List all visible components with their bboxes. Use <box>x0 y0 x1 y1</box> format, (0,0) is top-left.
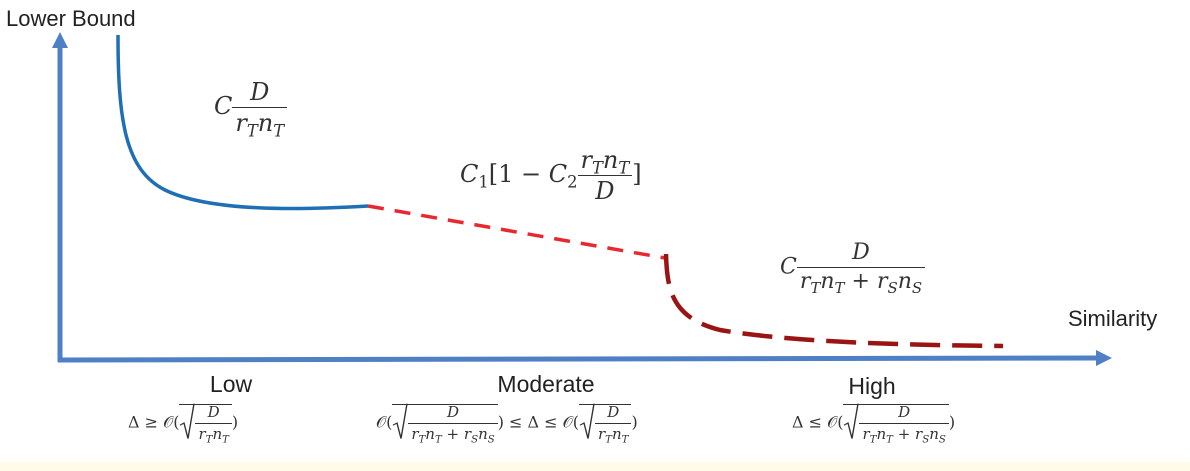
region-label-low: Low <box>209 371 253 397</box>
curve-low-similarity <box>116 34 369 211</box>
curve-high-similarity <box>663 253 1004 349</box>
bottom-highlight-strip <box>0 462 1190 471</box>
x-axis <box>57 350 1112 367</box>
curve-moderate-similarity <box>367 204 666 260</box>
region-label-moderate: Moderate <box>497 371 595 397</box>
region-label-high: High <box>848 373 896 399</box>
formula-moderate: C1[1 − C2 rTnT D] <box>460 146 642 205</box>
x-axis-label: Similarity <box>1068 306 1158 331</box>
y-axis-label: Lower Bound <box>6 6 136 31</box>
